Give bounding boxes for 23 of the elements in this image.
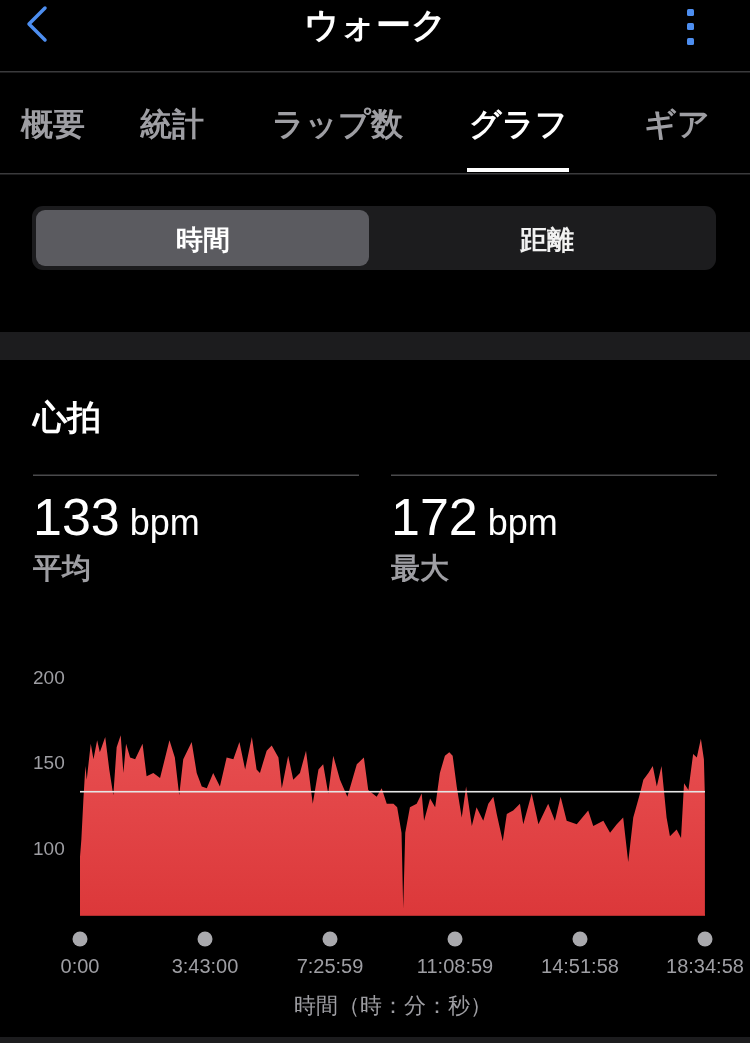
x-tick-label: 18:34:58	[666, 955, 744, 977]
text: 最大	[390, 551, 450, 585]
text: ラップ数	[271, 105, 404, 143]
x-axis-title: 時間（時：分：秒）	[293, 992, 492, 1018]
text: ギア	[644, 105, 710, 143]
y-tick-label: 100	[33, 837, 65, 859]
x-tick-label: 3:43:00	[171, 955, 239, 977]
text: 平均	[32, 551, 91, 585]
x-tick-label: 14:51:58	[541, 955, 619, 977]
y-tick-label: 200	[33, 666, 65, 688]
text: グラフ	[468, 105, 568, 143]
x-tick-label: 7:25:59	[296, 955, 364, 977]
text: 時間	[176, 223, 230, 255]
x-tick-label: 0:00	[60, 955, 100, 977]
text: 距離	[519, 223, 574, 255]
text: 概要	[20, 105, 85, 143]
text: 統計	[139, 105, 204, 143]
text: ウォーク	[303, 5, 447, 45]
text: 133 bpm	[33, 488, 200, 546]
chart-title: 心拍	[31, 397, 101, 437]
x-tick-label: 11:08:59	[416, 955, 494, 977]
y-tick-label: 150	[33, 752, 65, 774]
text: 172 bpm	[391, 488, 558, 546]
